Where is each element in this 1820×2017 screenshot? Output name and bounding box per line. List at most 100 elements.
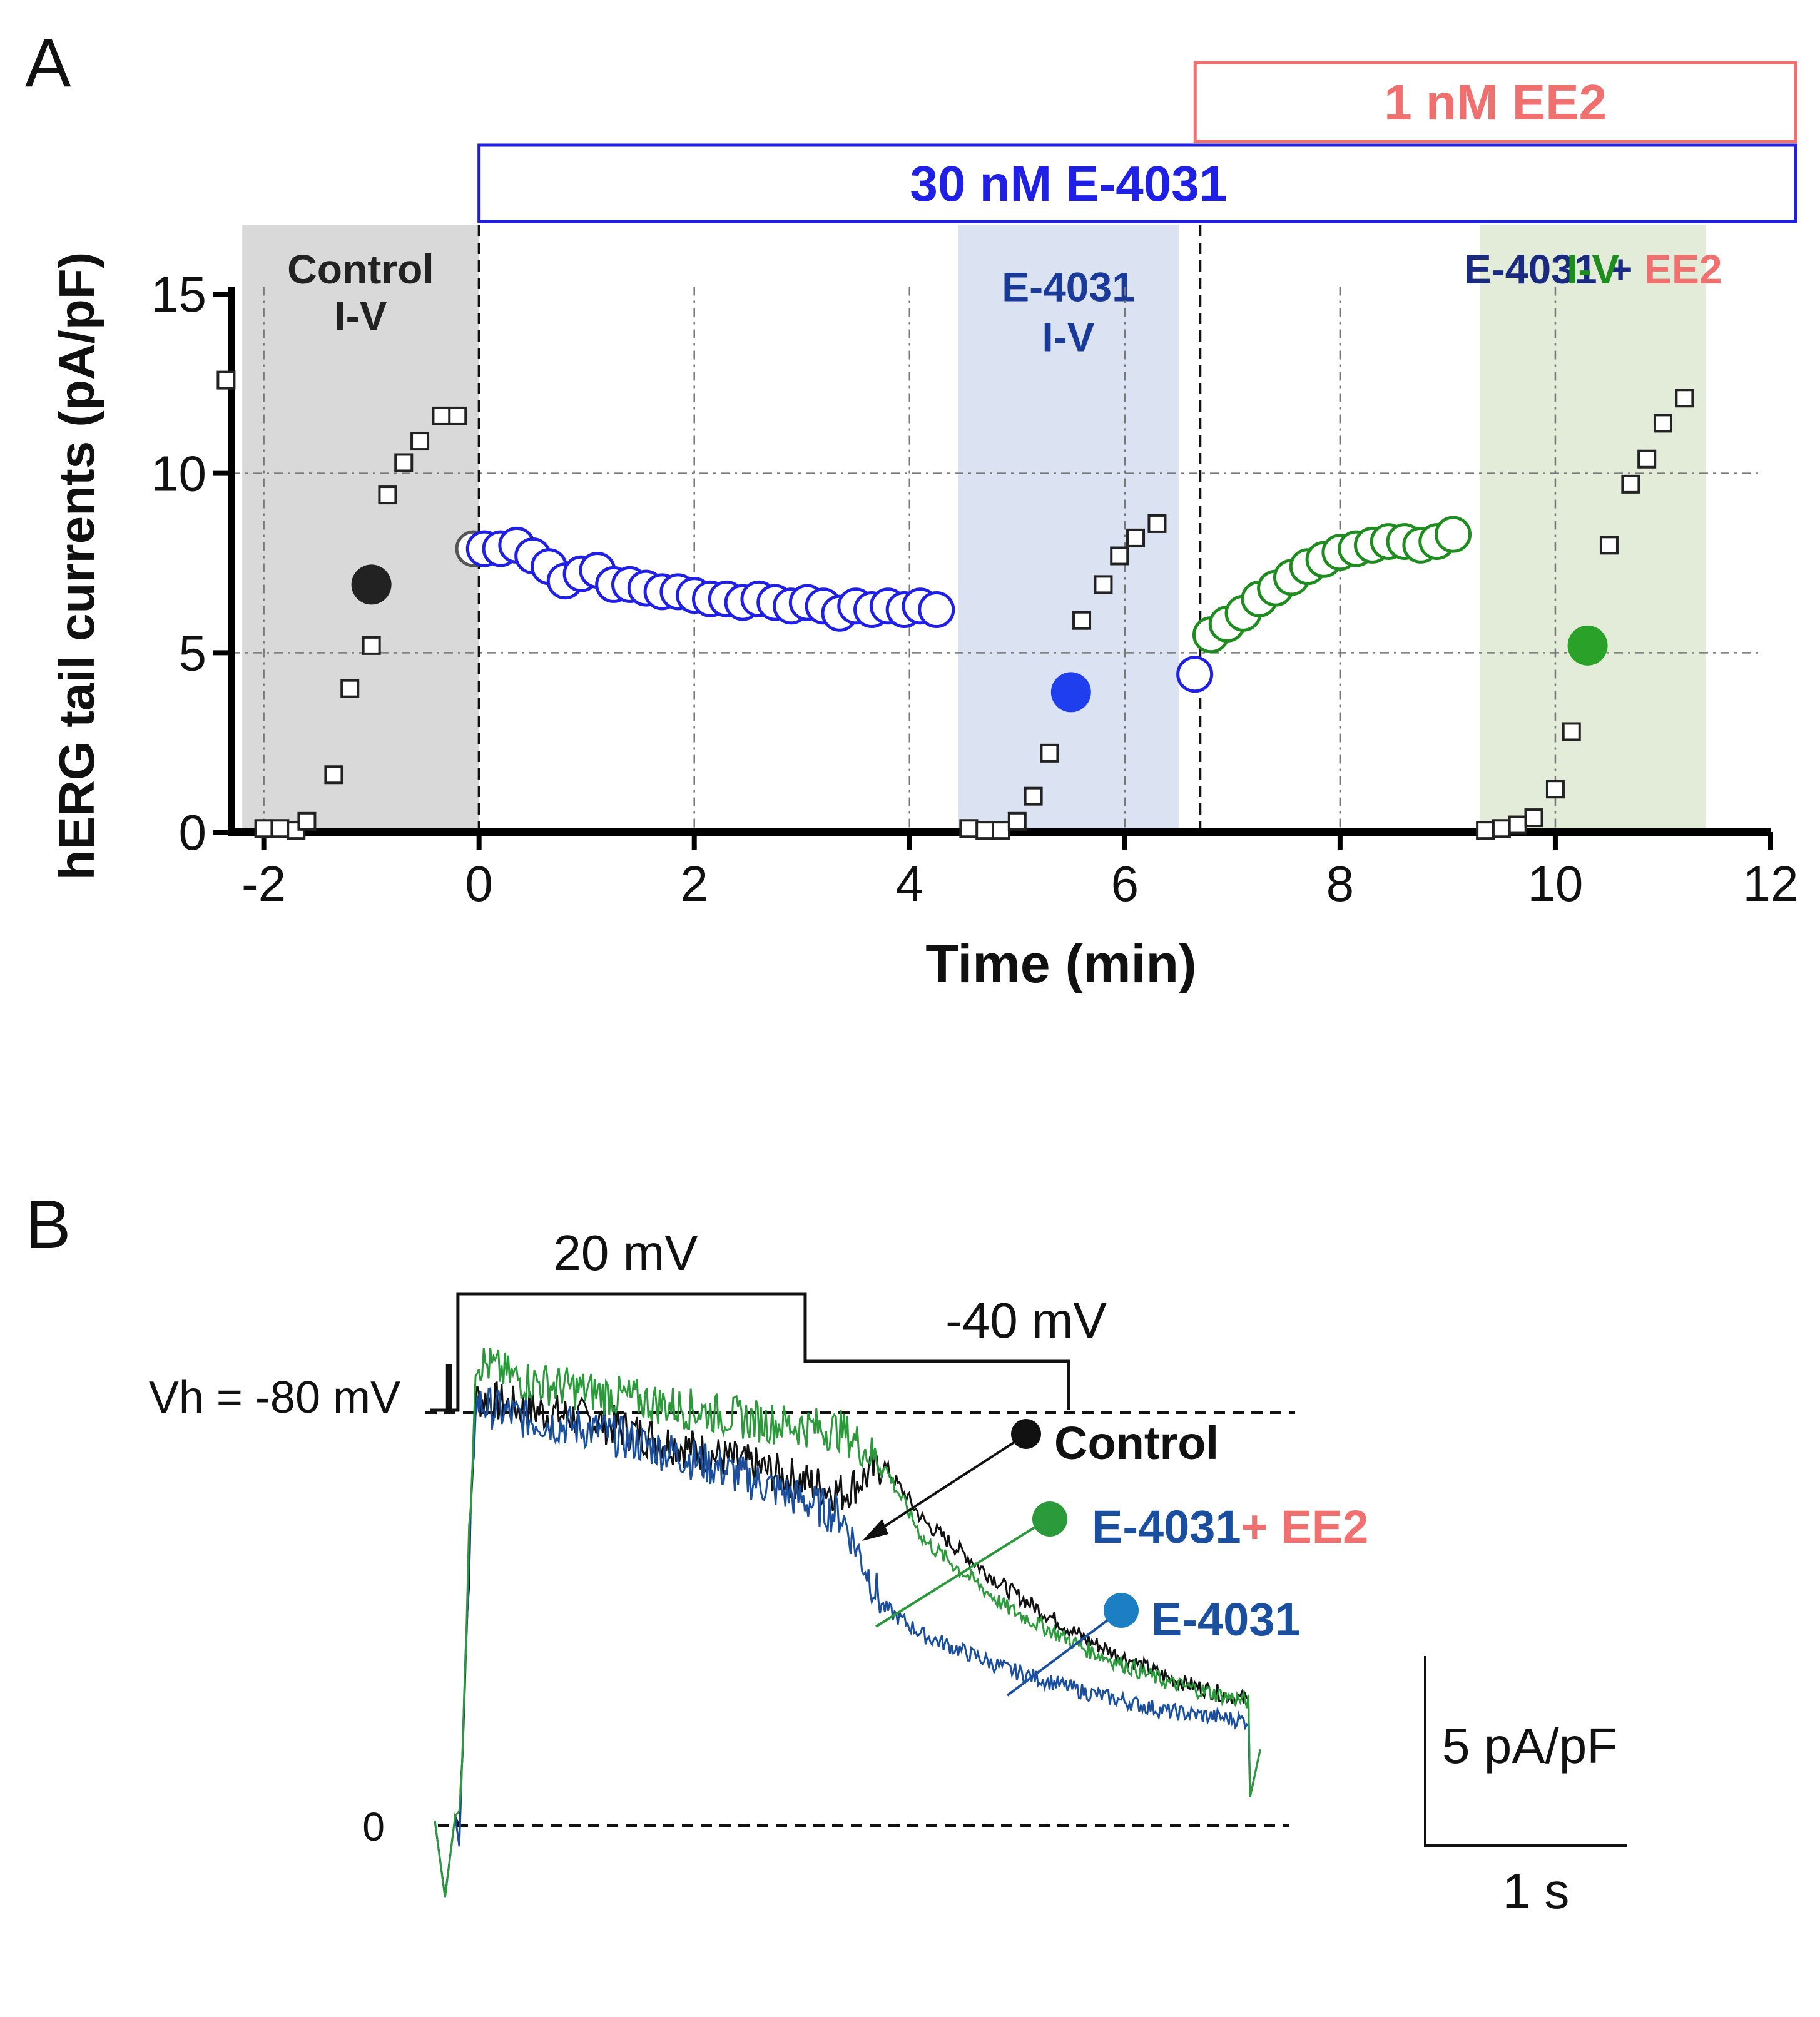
region-label-e4031-iv-0: E-4031 bbox=[1002, 263, 1135, 310]
panel-b-label: B bbox=[25, 1186, 71, 1263]
legend-label-part: E-4031 bbox=[1092, 1501, 1241, 1553]
region-ee2-iv bbox=[1480, 225, 1706, 832]
point-square bbox=[1094, 575, 1113, 594]
step-20mv-label: 20 mV bbox=[553, 1225, 698, 1281]
point-square bbox=[1653, 414, 1672, 433]
legend-label-part: + EE2 bbox=[1241, 1501, 1369, 1553]
x-axis-title: Time (min) bbox=[925, 934, 1196, 994]
scale-bar: 5 pA/pF 1 s bbox=[1424, 1656, 1627, 1919]
vertical-markers bbox=[477, 225, 1202, 832]
point-square bbox=[1637, 449, 1657, 469]
legend-label-control: Control bbox=[1054, 1417, 1219, 1469]
x-tick-label: 0 bbox=[465, 856, 493, 912]
point-square bbox=[297, 811, 317, 831]
region-label-part: E-4031 + bbox=[1464, 246, 1644, 292]
point-square bbox=[1040, 743, 1059, 763]
point-square bbox=[1675, 389, 1694, 408]
zero-label: 0 bbox=[362, 1804, 385, 1849]
holding-potential-label: Vh = -80 mV bbox=[149, 1373, 400, 1423]
point-square bbox=[1524, 808, 1543, 828]
y-tick-label: 0 bbox=[179, 805, 207, 860]
point-square bbox=[1476, 821, 1495, 840]
x-tick-label: 6 bbox=[1111, 856, 1139, 912]
point-square bbox=[362, 636, 381, 655]
point-square bbox=[1007, 811, 1027, 831]
trace-e-4031 bbox=[434, 1386, 1261, 1898]
current-traces: 0 bbox=[362, 1348, 1289, 1898]
point-square bbox=[216, 370, 236, 390]
drug-bar-label-e4031: 30 nM E-4031 bbox=[910, 156, 1227, 211]
region-label-part: EE2 bbox=[1644, 246, 1722, 292]
point-square bbox=[254, 819, 273, 838]
point-square bbox=[1024, 786, 1043, 806]
point-square bbox=[340, 679, 360, 698]
point-square bbox=[959, 819, 979, 838]
point-open-circle bbox=[1435, 516, 1472, 553]
legend-dot-e4031-ee2 bbox=[1032, 1501, 1067, 1537]
x-tick-label: 4 bbox=[896, 856, 924, 912]
grid-lines bbox=[231, 287, 1760, 832]
point-filled-circle bbox=[1050, 672, 1091, 713]
x-tick-label: 10 bbox=[1527, 856, 1583, 912]
x-tick-label: 12 bbox=[1743, 856, 1799, 912]
trace-e-4031-ee2 bbox=[434, 1348, 1261, 1898]
panel-a-label: A bbox=[25, 24, 71, 101]
point-open-circle bbox=[1176, 656, 1214, 693]
point-square bbox=[1147, 514, 1167, 533]
point-square bbox=[1126, 528, 1146, 547]
x-tick-label: 2 bbox=[680, 856, 708, 912]
y-tick-label: 5 bbox=[179, 625, 207, 681]
point-filled-circle bbox=[351, 564, 392, 605]
voltage-protocol: Vh = -80 mV 20 mV -40 mV bbox=[149, 1225, 1295, 1423]
region-label-ee2-iv-iv: I-V bbox=[1567, 246, 1619, 292]
point-square bbox=[1599, 536, 1619, 555]
point-square bbox=[1072, 611, 1092, 630]
series-a bbox=[216, 370, 1694, 840]
legend-dot-control bbox=[1011, 1419, 1041, 1449]
protocol-prepulse bbox=[445, 1364, 452, 1410]
point-square bbox=[448, 406, 467, 425]
point-square bbox=[1621, 474, 1640, 494]
point-square bbox=[1492, 819, 1511, 838]
point-open-circle bbox=[918, 591, 955, 629]
scale-bar-y-label: 5 pA/pF bbox=[1442, 1718, 1617, 1774]
legend-dot-e4031 bbox=[1104, 1593, 1139, 1628]
point-square bbox=[1562, 722, 1581, 741]
point-square bbox=[324, 765, 343, 785]
region-label-ee2-iv: E-4031 + EE2 bbox=[1464, 246, 1722, 292]
point-square bbox=[378, 485, 397, 505]
point-square bbox=[270, 819, 290, 838]
drug-bar-ee2 bbox=[1193, 61, 1797, 143]
drug-bar-label-ee2: 1 nM EE2 bbox=[1384, 74, 1607, 130]
point-filled-circle bbox=[1567, 625, 1608, 666]
legend-line-e4031 bbox=[1006, 1610, 1121, 1697]
region-label-control-iv-1: I-V bbox=[334, 292, 387, 338]
legend-arrow-control bbox=[868, 1433, 1027, 1537]
protocol-waveform bbox=[430, 1292, 1070, 1412]
y-axis-title: hERG tail currents (pA/pF) bbox=[49, 252, 104, 881]
point-square bbox=[975, 821, 995, 840]
scale-bar-lines bbox=[1424, 1656, 1627, 1847]
x-tick-label: 8 bbox=[1326, 856, 1355, 912]
point-square bbox=[410, 432, 430, 451]
y-tick-label: 15 bbox=[151, 267, 206, 322]
region-control-iv bbox=[242, 225, 479, 832]
step-minus40mv-label: -40 mV bbox=[945, 1293, 1107, 1348]
x-tick-label: -2 bbox=[241, 856, 286, 912]
legend-arrowhead-control bbox=[862, 1519, 888, 1541]
region-label-e4031-iv-1: I-V bbox=[1042, 314, 1094, 360]
drug-bar-e4031 bbox=[477, 143, 1797, 223]
point-square bbox=[1545, 780, 1565, 799]
point-square bbox=[394, 453, 414, 472]
point-square bbox=[432, 406, 451, 425]
legend-label-e4031-ee2: E-4031+ EE2 bbox=[1092, 1501, 1368, 1553]
y-tick-label: 10 bbox=[151, 446, 206, 502]
drug-application-bars: 1 nM EE2 30 nM E-4031 bbox=[477, 61, 1797, 223]
legend-label-e4031: E-4031 bbox=[1151, 1593, 1301, 1645]
point-square bbox=[992, 821, 1010, 840]
scale-bar-x-label: 1 s bbox=[1503, 1863, 1570, 1919]
region-label-control-iv-0: Control bbox=[287, 246, 434, 292]
